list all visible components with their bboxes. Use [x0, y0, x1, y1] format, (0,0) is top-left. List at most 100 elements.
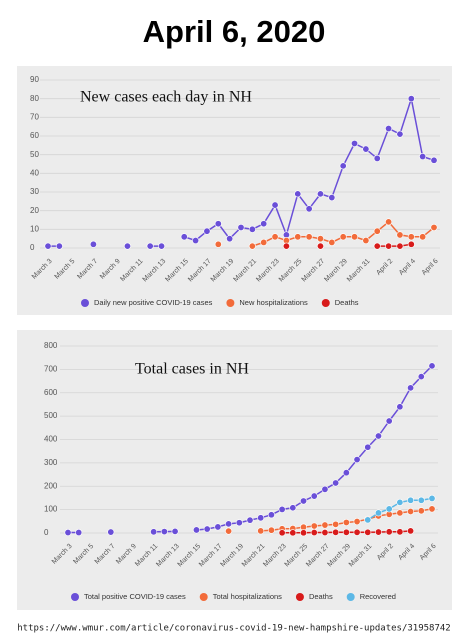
data-point: [44, 242, 52, 250]
data-point: [278, 505, 286, 513]
data-point: [430, 223, 438, 231]
data-point: [385, 417, 393, 425]
data-point: [107, 528, 115, 536]
data-point: [75, 529, 83, 537]
data-point: [362, 145, 370, 153]
data-point: [374, 432, 382, 440]
data-point: [180, 233, 188, 241]
y-tick-label: 200: [44, 481, 58, 490]
data-point: [417, 496, 425, 504]
data-point: [267, 511, 275, 519]
data-point: [407, 240, 415, 248]
y-tick-label: 50: [30, 150, 39, 159]
data-point: [192, 526, 200, 534]
data-point: [353, 528, 361, 536]
y-tick-label: 10: [30, 224, 39, 233]
data-point: [257, 514, 265, 522]
data-point: [260, 220, 268, 228]
y-tick-label: 400: [44, 435, 58, 444]
page-title: April 6, 2020: [143, 14, 326, 49]
data-point: [407, 384, 415, 392]
y-tick-label: 80: [30, 94, 39, 103]
y-tick-label: 600: [44, 388, 58, 397]
data-point: [396, 509, 404, 517]
y-tick-label: 0: [30, 243, 35, 252]
y-tick-label: 40: [30, 168, 39, 177]
data-point: [373, 242, 381, 250]
data-point: [428, 362, 436, 370]
legend-marker: [81, 299, 89, 307]
data-point: [257, 527, 265, 535]
data-point: [89, 240, 97, 248]
data-point: [364, 443, 372, 451]
data-point: [353, 456, 361, 464]
y-tick-label: 0: [44, 528, 49, 537]
data-point: [396, 231, 404, 239]
data-point: [282, 242, 290, 250]
data-point: [385, 218, 393, 226]
data-point: [396, 242, 404, 250]
data-point: [123, 242, 131, 250]
data-point: [246, 516, 254, 524]
data-point: [235, 519, 243, 527]
data-point: [310, 522, 318, 530]
data-point: [321, 529, 329, 537]
y-tick-label: 70: [30, 112, 39, 121]
legend-marker: [321, 299, 330, 307]
data-point: [332, 520, 340, 528]
data-point: [407, 527, 415, 535]
data-point: [364, 528, 372, 536]
legend-marker: [226, 299, 235, 307]
data-point: [146, 242, 154, 250]
chart-background: [17, 330, 452, 610]
data-point: [353, 518, 361, 526]
data-point: [160, 528, 168, 536]
data-point: [300, 529, 308, 537]
data-point: [316, 242, 324, 250]
legend-label: Deaths: [335, 298, 359, 307]
data-point: [316, 235, 324, 243]
data-point: [328, 238, 336, 246]
data-point: [396, 130, 404, 138]
y-tick-label: 700: [44, 364, 58, 373]
data-point: [55, 242, 63, 250]
data-point: [332, 479, 340, 487]
data-point: [305, 233, 313, 241]
data-point: [417, 507, 425, 515]
data-point: [271, 201, 279, 209]
data-point: [428, 494, 436, 502]
legend-marker: [199, 593, 208, 601]
data-point: [328, 194, 336, 202]
data-point: [407, 95, 415, 103]
data-point: [385, 505, 393, 513]
data-point: [300, 497, 308, 505]
data-point: [225, 520, 233, 528]
data-point: [267, 526, 275, 534]
data-point: [342, 528, 350, 536]
y-tick-label: 100: [44, 505, 58, 514]
chart-title: New cases each day in NH: [80, 89, 252, 106]
data-point: [407, 496, 415, 504]
data-point: [351, 233, 359, 241]
data-point: [192, 237, 200, 245]
data-point: [342, 518, 350, 526]
data-point: [225, 527, 233, 535]
y-tick-label: 800: [44, 341, 58, 350]
data-point: [294, 190, 302, 198]
data-point: [150, 528, 158, 536]
data-point: [260, 238, 268, 246]
data-point: [342, 469, 350, 477]
data-point: [332, 528, 340, 536]
data-point: [407, 233, 415, 241]
data-point: [237, 223, 245, 231]
legend-label: New hospitalizations: [239, 298, 308, 307]
legend-marker: [71, 593, 79, 601]
data-point: [316, 190, 324, 198]
data-point: [339, 162, 347, 170]
legend-label: Total hospitalizations: [213, 592, 282, 601]
data-point: [385, 528, 393, 536]
data-point: [214, 240, 222, 248]
data-point: [373, 154, 381, 162]
data-point: [214, 220, 222, 228]
data-point: [417, 373, 425, 381]
